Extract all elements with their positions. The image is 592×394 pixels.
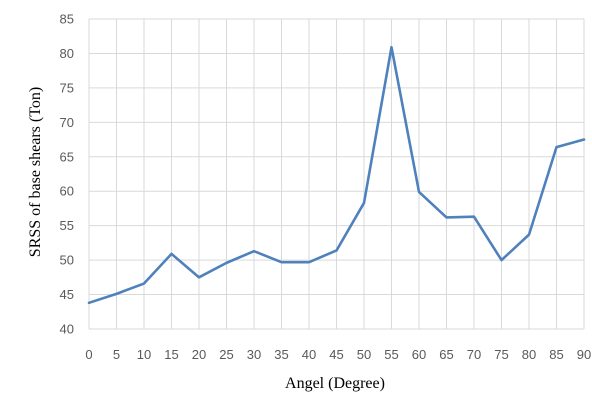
y-tick-label: 70 <box>60 115 74 130</box>
x-axis-ticks: 0 5 10 15 20 25 30 35 40 45 50 55 60 65 70 75 80 85 90 <box>85 347 591 362</box>
x-tick-label: 45 <box>329 347 343 362</box>
y-tick-label: 85 <box>60 12 74 27</box>
series-layer <box>87 45 586 305</box>
y-axis-title: SRSS of base shears (Ton) <box>27 87 44 257</box>
x-tick-label: 65 <box>439 347 453 362</box>
x-axis-title: Angel (Degree) <box>285 375 385 392</box>
x-tick-label: 0 <box>85 347 92 362</box>
y-tick-label: 60 <box>60 184 74 199</box>
y-tick-label: 80 <box>60 46 74 61</box>
x-tick-label: 35 <box>274 347 288 362</box>
y-tick-label: 45 <box>60 287 74 302</box>
x-tick-label: 20 <box>192 347 206 362</box>
x-tick-label: 80 <box>522 347 536 362</box>
x-tick-label: 50 <box>357 347 371 362</box>
x-tick-label: 30 <box>247 347 261 362</box>
y-tick-label: 55 <box>60 218 74 233</box>
x-tick-label: 55 <box>384 347 398 362</box>
x-tick-label: 70 <box>467 347 481 362</box>
x-tick-label: 10 <box>137 347 151 362</box>
x-tick-label: 15 <box>164 347 178 362</box>
y-axis-ticks: 40 45 50 55 60 65 70 75 80 85 <box>60 12 74 337</box>
grid <box>88 18 585 330</box>
y-tick-label: 40 <box>60 322 74 337</box>
y-tick-label: 50 <box>60 253 74 268</box>
y-tick-label: 75 <box>60 80 74 95</box>
x-tick-label: 85 <box>549 347 563 362</box>
x-tick-label: 5 <box>113 347 120 362</box>
y-tick-label: 65 <box>60 149 74 164</box>
x-tick-label: 75 <box>494 347 508 362</box>
x-tick-label: 90 <box>577 347 591 362</box>
x-tick-label: 25 <box>219 347 233 362</box>
x-tick-label: 60 <box>412 347 426 362</box>
x-tick-label: 40 <box>302 347 316 362</box>
